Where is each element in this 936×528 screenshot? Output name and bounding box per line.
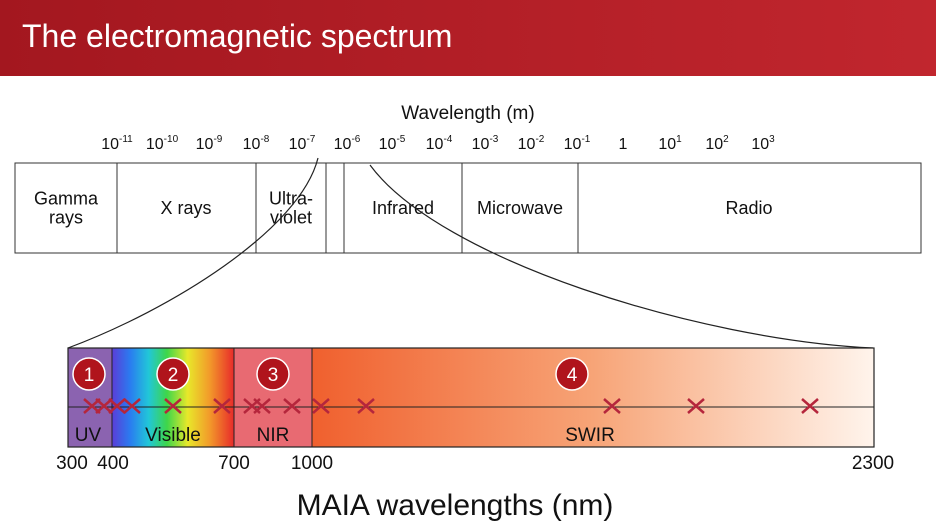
region-number: 3: [268, 365, 279, 386]
region-label: UV: [75, 425, 102, 446]
tick-label: 10-11: [101, 134, 133, 153]
tick-base: 10: [426, 136, 444, 153]
tick-exponent: -1: [581, 134, 590, 145]
tick-exponent: -3: [489, 134, 498, 145]
tick-label: 10-7: [289, 134, 316, 153]
tick-base: 1: [619, 136, 628, 153]
band-label: Gamma: [34, 189, 99, 209]
tick-base: 10: [472, 136, 490, 153]
tick-exponent: -10: [164, 134, 179, 145]
axis-label: 1000: [291, 453, 333, 474]
region-badge: [156, 357, 190, 391]
tick-exponent: -5: [396, 134, 405, 145]
tick-exponent: 2: [723, 134, 729, 145]
tick-base: 10: [334, 136, 352, 153]
region-number: 4: [567, 365, 578, 386]
header-bar: [0, 0, 936, 76]
zoom-line-left: [67, 157, 319, 349]
axis-label: 700: [218, 453, 250, 474]
region-label: Visible: [145, 425, 201, 446]
band-label: Infrared: [372, 198, 434, 218]
band-label: Microwave: [477, 198, 563, 218]
axis-label: 400: [97, 453, 129, 474]
region-badge: [256, 357, 290, 391]
tick-base: 10: [751, 136, 769, 153]
tick-label: 10-6: [334, 134, 361, 153]
tick-label: 10-3: [472, 134, 499, 153]
tick-label: 10-9: [196, 134, 223, 153]
tick-exponent: -6: [351, 134, 360, 145]
maia-axis-labels: 300 400 700 1000 2300: [56, 453, 894, 474]
tick-label: 10-4: [426, 134, 453, 153]
tick-label: 10-10: [146, 134, 179, 153]
zoom-line-right: [369, 164, 874, 349]
tick-label: 1: [619, 136, 628, 153]
tick-base: 10: [518, 136, 536, 153]
tick-label: 101: [658, 134, 682, 153]
regions: 1 UV 2 Visible 3 NIR 4 SWIR: [72, 357, 615, 446]
tick-label: 10-1: [564, 134, 591, 153]
band-label: violet: [270, 208, 312, 228]
axis-label: 2300: [852, 453, 894, 474]
tick-label: 103: [751, 134, 775, 153]
tick-base: 10: [289, 136, 307, 153]
region-number: 1: [84, 365, 95, 386]
region-badge: [72, 357, 106, 391]
band-label: Ultra-: [269, 189, 313, 209]
band-label: rays: [49, 208, 83, 228]
axis-label: 300: [56, 453, 88, 474]
tick-base: 10: [196, 136, 214, 153]
tick-exponent: -2: [535, 134, 544, 145]
tick-base: 10: [705, 136, 723, 153]
spectrum-box: [14, 162, 922, 254]
region-label: SWIR: [565, 425, 615, 446]
tick-exponent: -8: [260, 134, 269, 145]
tick-exponent: -9: [213, 134, 222, 145]
tick-base: 10: [146, 136, 164, 153]
axis-title: Wavelength (m): [401, 103, 534, 124]
tick-label: 102: [705, 134, 729, 153]
band-label: Radio: [725, 198, 772, 218]
tick-exponent: 1: [676, 134, 682, 145]
tick-base: 10: [101, 136, 119, 153]
region-number: 2: [168, 365, 179, 386]
dividers: [116, 163, 579, 253]
tick-base: 10: [379, 136, 397, 153]
region-badge: [555, 357, 589, 391]
tick-base: 10: [243, 136, 261, 153]
tick-exponent: -7: [306, 134, 315, 145]
tick-label: 10-2: [518, 134, 545, 153]
tick-labels: 10-11 10-10 10-9 10-8 10-7 10-6 10-5 10-4 10-3 10…: [101, 134, 775, 153]
region-label: NIR: [257, 425, 290, 446]
tick-label: 10-8: [243, 134, 270, 153]
tick-exponent: 3: [769, 134, 775, 145]
tick-exponent: -11: [119, 134, 133, 145]
tick-label: 10-5: [379, 134, 406, 153]
tick-base: 10: [658, 136, 676, 153]
title: The electromagnetic spectrum: [22, 18, 452, 54]
tick-base: 10: [564, 136, 582, 153]
band-label: X rays: [160, 198, 211, 218]
maia-axis-title: MAIA wavelengths (nm): [297, 489, 614, 522]
tick-exponent: -4: [443, 134, 452, 145]
